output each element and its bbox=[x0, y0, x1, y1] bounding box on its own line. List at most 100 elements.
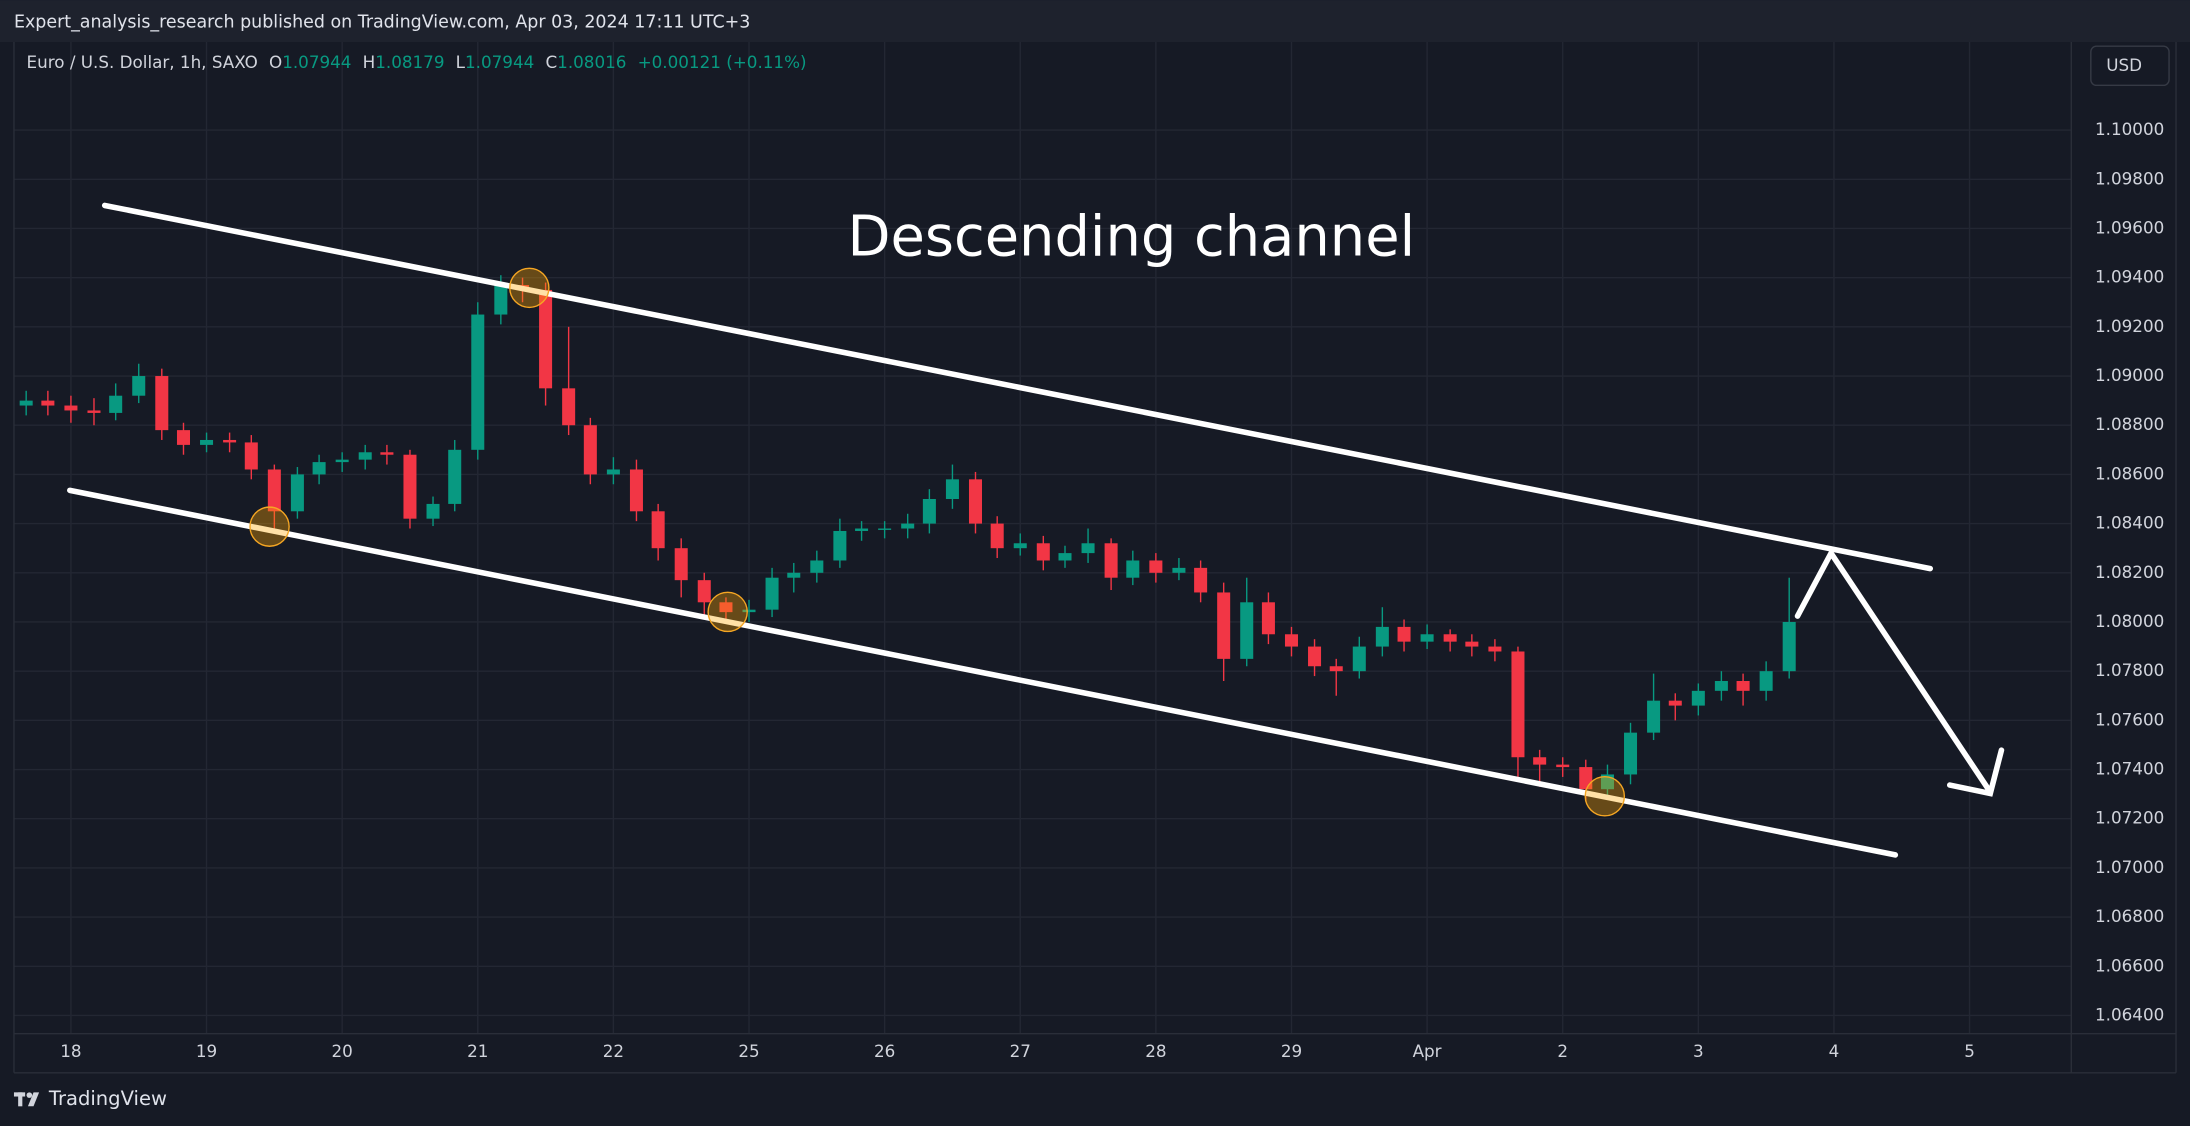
candle-body bbox=[1782, 621, 1796, 672]
candle-body bbox=[1420, 634, 1434, 642]
x-tick-label: 20 bbox=[331, 1041, 352, 1061]
candle-body bbox=[1443, 634, 1457, 642]
candle-body bbox=[787, 572, 801, 578]
touch-circle bbox=[1584, 775, 1626, 817]
y-tick-label: 1.08800 bbox=[2095, 414, 2164, 434]
logo-part bbox=[26, 1092, 33, 1098]
grid bbox=[13, 42, 2072, 1034]
candle-body bbox=[19, 400, 33, 406]
channel-lower bbox=[67, 487, 1899, 858]
y-tick-label: 1.07200 bbox=[2095, 808, 2164, 828]
x-tick-label: 29 bbox=[1281, 1041, 1302, 1061]
candle-body bbox=[1397, 626, 1411, 642]
candle-body bbox=[651, 511, 665, 549]
candle-body bbox=[1352, 646, 1366, 672]
candle-body bbox=[87, 410, 101, 413]
x-tick-label: 3 bbox=[1693, 1041, 1704, 1061]
candle-body bbox=[335, 459, 349, 463]
y-tick-label: 1.08600 bbox=[2095, 463, 2164, 483]
y-tick-label: 1.08200 bbox=[2095, 562, 2164, 582]
legend-label: O bbox=[269, 52, 282, 72]
candle-body bbox=[155, 376, 169, 431]
candle-body bbox=[1240, 602, 1254, 659]
candle-body bbox=[109, 395, 123, 413]
candle-body bbox=[1714, 680, 1728, 691]
legend-symbol: Euro / U.S. Dollar, 1h, SAXO bbox=[27, 52, 258, 72]
touch-circle bbox=[707, 591, 748, 633]
footer-brand: TradingView bbox=[48, 1087, 167, 1110]
y-tick-label: 1.09600 bbox=[2095, 217, 2164, 237]
candle-body bbox=[1217, 592, 1231, 659]
legend-value: 1.07944 bbox=[282, 52, 351, 72]
footer-logo bbox=[13, 1092, 40, 1107]
legend: Euro / U.S. Dollar, 1h, SAXO O1.07944 H1.0… bbox=[27, 52, 807, 72]
candle-body bbox=[1624, 732, 1638, 775]
y-tick-label: 1.09400 bbox=[2095, 267, 2164, 287]
candle-body bbox=[403, 454, 417, 519]
candle-body bbox=[64, 405, 78, 411]
currency-label[interactable]: USD bbox=[2106, 55, 2142, 75]
candle-body bbox=[1081, 543, 1095, 554]
candles bbox=[19, 275, 1796, 802]
candle-body bbox=[1556, 764, 1570, 768]
y-tick-label: 1.07600 bbox=[2095, 709, 2164, 729]
candle-body bbox=[945, 479, 959, 500]
legend-value: 1.08016 bbox=[557, 52, 626, 72]
candle-body bbox=[901, 523, 915, 529]
candle-body bbox=[1172, 567, 1186, 573]
candle-body bbox=[833, 530, 847, 561]
x-tick-label: 22 bbox=[603, 1041, 624, 1061]
candle-body bbox=[290, 474, 304, 512]
y-tick-label: 1.08000 bbox=[2095, 611, 2164, 631]
candle-body bbox=[176, 430, 190, 445]
legend-label: H bbox=[363, 52, 376, 72]
x-tick-label: 27 bbox=[1010, 1041, 1031, 1061]
candle-body bbox=[1488, 646, 1502, 652]
touch-points bbox=[249, 267, 1626, 817]
candle-body bbox=[312, 462, 326, 475]
candle-body bbox=[1194, 567, 1208, 593]
legend-value: 1.08179 bbox=[375, 52, 444, 72]
header-text: Expert_analysis_research published on Tr… bbox=[14, 12, 750, 32]
currency-button[interactable] bbox=[2090, 45, 2170, 87]
y-tick-label: 1.09000 bbox=[2095, 365, 2164, 385]
candle-body bbox=[1149, 560, 1163, 573]
legend-label: L bbox=[456, 52, 466, 72]
candle-body bbox=[1736, 680, 1750, 691]
legend-value: 1.07944 bbox=[465, 52, 534, 72]
candle-body bbox=[562, 388, 576, 426]
arrow-head bbox=[1946, 747, 2005, 797]
channel-upper bbox=[101, 202, 1934, 572]
candle-body bbox=[810, 560, 824, 573]
candle-body bbox=[855, 528, 869, 531]
touch-circle bbox=[249, 506, 290, 547]
logo-part bbox=[18, 1092, 23, 1107]
touch-circle bbox=[509, 267, 550, 309]
candle-body bbox=[41, 400, 55, 406]
candle-body bbox=[1691, 690, 1705, 706]
y-tick-label: 1.07800 bbox=[2095, 660, 2164, 680]
x-tick-label: 25 bbox=[738, 1041, 759, 1061]
y-tick-label: 1.09800 bbox=[2095, 168, 2164, 188]
candle-body bbox=[1013, 543, 1027, 549]
y-tick-label: 1.06600 bbox=[2095, 955, 2164, 975]
candle-body bbox=[380, 452, 394, 455]
y-tick-label: 1.06400 bbox=[2095, 1004, 2164, 1024]
candle-body bbox=[244, 442, 258, 470]
candle-body bbox=[1759, 671, 1773, 691]
x-tick-label: 26 bbox=[874, 1041, 895, 1061]
candle-body bbox=[1465, 641, 1479, 647]
candle-body bbox=[765, 577, 779, 610]
x-tick-label: 21 bbox=[467, 1041, 488, 1061]
x-tick-label: 5 bbox=[1964, 1041, 1975, 1061]
legend-label: C bbox=[545, 52, 557, 72]
y-tick-label: 1.09200 bbox=[2095, 316, 2164, 336]
candle-body bbox=[1058, 553, 1072, 561]
candle-body bbox=[1533, 757, 1547, 765]
y-tick-label: 1.07400 bbox=[2095, 759, 2164, 779]
candle-body bbox=[1668, 700, 1682, 706]
candle-body bbox=[223, 439, 237, 443]
